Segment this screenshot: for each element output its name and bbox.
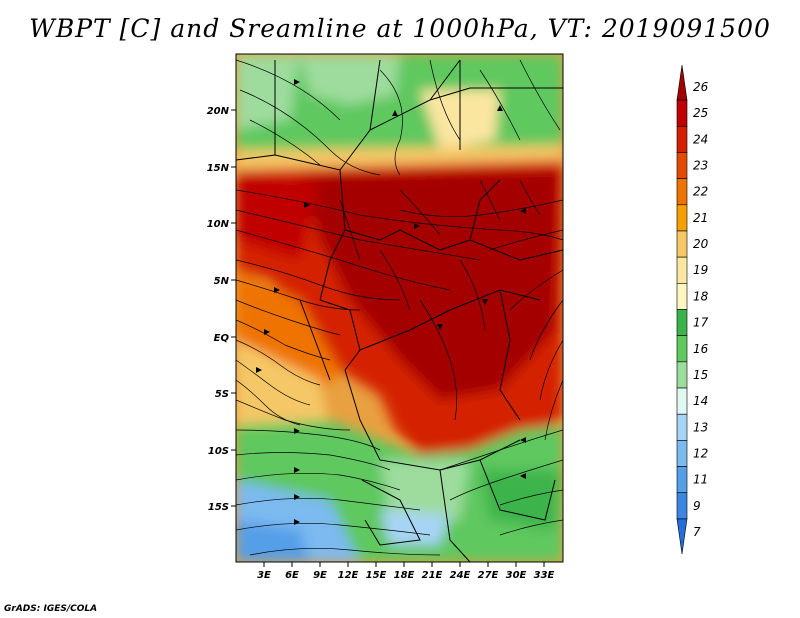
lon-ticks [263, 562, 545, 567]
colorbar-label: 13 [693, 420, 708, 434]
lon-label: 21E [422, 570, 443, 581]
colorbar-swatch [676, 152, 688, 179]
map-frame [235, 53, 564, 563]
colorbar-label: 26 [693, 80, 709, 94]
colorbar-label: 11 [693, 473, 708, 487]
streamlines [236, 59, 563, 556]
lon-label: 18E [394, 570, 415, 581]
colorbar-label: 16 [693, 342, 709, 356]
colorbar-label: 21 [693, 211, 708, 225]
colorbar-label: 18 [693, 289, 709, 303]
lat-label: 15N [207, 163, 230, 174]
colorbar-swatch [676, 125, 688, 153]
colorbar-swatch [676, 413, 688, 441]
colorbar-label: 12 [693, 446, 708, 460]
lat-label: 15S [208, 502, 229, 513]
colorbar-swatch [676, 230, 688, 258]
colorbar-swatch [676, 64, 688, 101]
colorbar-swatch [676, 440, 688, 467]
lat-label: 5S [215, 389, 229, 400]
colorbar-swatch [676, 492, 688, 520]
lon-label: 24E [450, 570, 471, 581]
colorbar-swatch [676, 178, 688, 206]
colorbar-label: 17 [693, 316, 709, 330]
colorbar-swatch [676, 283, 688, 310]
colorbar-swatch [676, 518, 688, 555]
colorbar-label: 14 [693, 394, 708, 408]
lat-ticks [231, 109, 236, 507]
colorbar-label: 25 [693, 106, 708, 120]
lat-label: 20N [207, 106, 230, 117]
colorbar-swatch [676, 335, 688, 363]
country-borders [236, 59, 563, 562]
colorbar-swatch [676, 99, 688, 127]
colorbar-swatch [676, 387, 688, 415]
map-title: WBPT [C] and Sreamline at 1000hPa, VT: 2… [29, 14, 771, 43]
wbpt-field [236, 54, 563, 562]
colorbar-label: 22 [693, 185, 708, 199]
colorbar-label: 15 [693, 368, 708, 382]
lon-label: 15E [366, 570, 387, 581]
colorbar-label: 19 [693, 263, 708, 277]
colorbar-label: 7 [693, 525, 701, 539]
lat-label: 10N [207, 219, 230, 230]
lon-label: 6E [285, 570, 299, 581]
colorbar-swatch [676, 361, 688, 389]
colorbar-swatch [676, 256, 688, 284]
lon-label: 30E [506, 570, 527, 581]
lon-label: 9E [313, 570, 327, 581]
lon-label: 33E [534, 570, 555, 581]
colorbar-swatch [676, 309, 688, 336]
colorbar-swatch [676, 466, 688, 494]
lat-label: 5N [214, 276, 230, 287]
lat-label: EQ [214, 333, 230, 344]
lon-label: 3E [257, 570, 271, 581]
lon-label: 12E [338, 570, 359, 581]
lat-label: 10S [208, 446, 229, 457]
colorbar-swatch [676, 204, 688, 232]
colorbar: 26 25 24 23 22 21 20 19 18 17 16 15 14 13 12 11 9 7 [676, 64, 709, 555]
colorbar-label: 9 [693, 499, 701, 513]
colorbar-label: 20 [693, 237, 709, 251]
colorbar-label: 24 [693, 132, 708, 146]
lon-label: 27E [478, 570, 499, 581]
streamline-arrows [256, 79, 526, 525]
colorbar-label: 23 [693, 159, 708, 173]
grads-credit: GrADS: IGES/COLA [4, 604, 98, 614]
